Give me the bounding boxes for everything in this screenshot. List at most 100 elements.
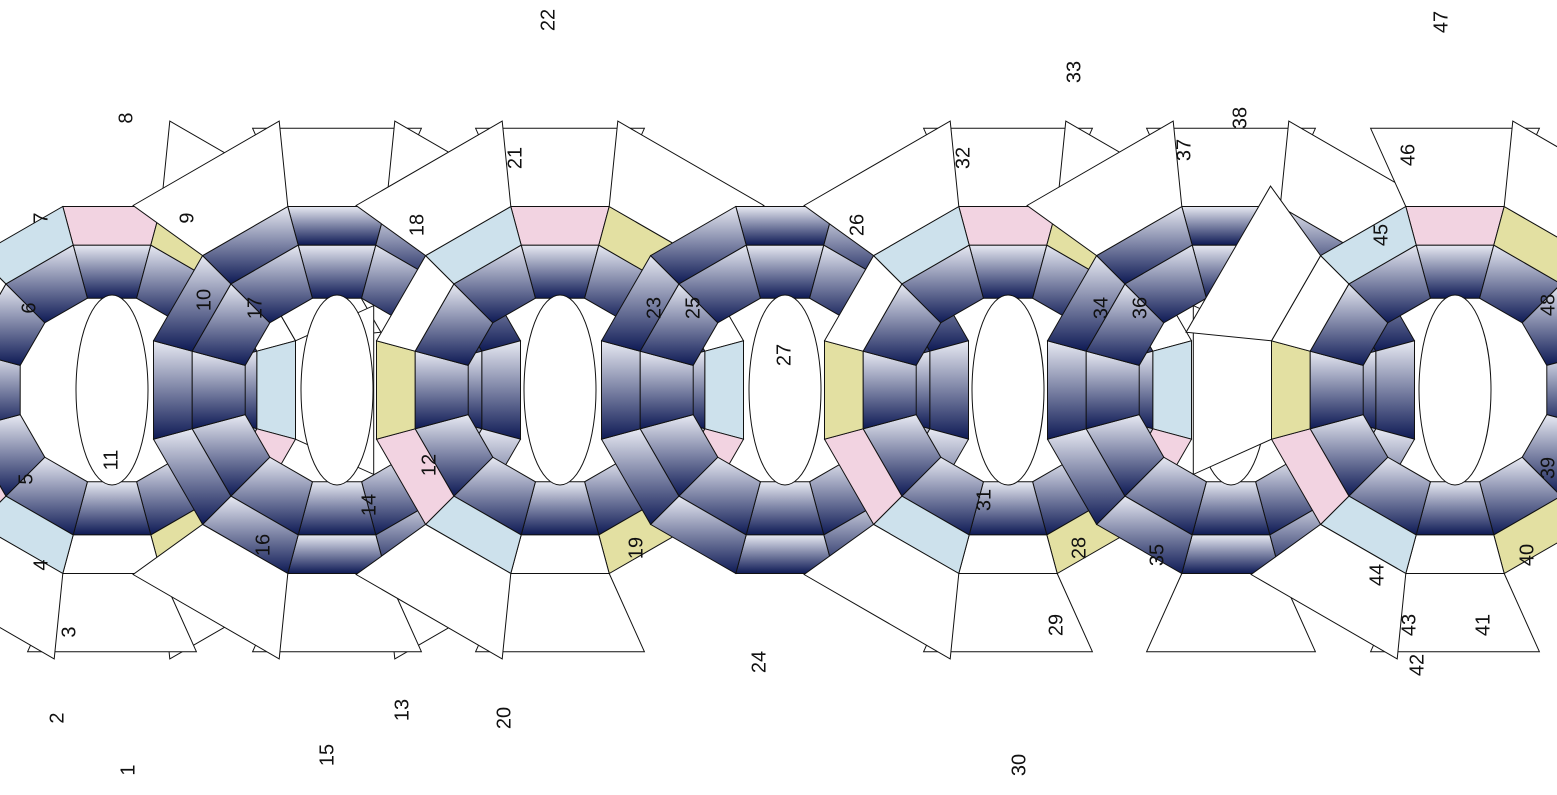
panel-number-19: 19 — [625, 537, 647, 559]
panel-number-33: 33 — [1063, 61, 1085, 83]
glue-tab — [1503, 120, 1557, 238]
outer-panel — [601, 340, 641, 440]
outer-panel — [704, 340, 744, 440]
inner-panel — [0, 414, 46, 497]
panel-number-9: 9 — [176, 212, 198, 223]
center-hole — [75, 294, 149, 486]
panel-number-23: 23 — [643, 297, 665, 319]
glue-tab — [1192, 304, 1272, 476]
glue-tab — [1369, 573, 1541, 653]
panel-number-31: 31 — [973, 489, 995, 511]
center-hole — [748, 294, 822, 486]
outer-panel — [153, 340, 193, 440]
panel-number-17: 17 — [244, 297, 266, 319]
glue-tab — [132, 523, 289, 660]
center-hole — [523, 294, 597, 486]
outer-panel — [958, 534, 1058, 574]
panel-number-46: 46 — [1397, 144, 1419, 166]
glue-tab — [132, 120, 289, 257]
outer-panel — [1271, 340, 1311, 440]
panel-number-47: 47 — [1430, 11, 1452, 33]
panel-number-27: 27 — [773, 344, 795, 366]
outer-panel — [376, 340, 416, 440]
panel-number-13: 13 — [391, 699, 413, 721]
panel-number-5: 5 — [15, 473, 37, 484]
panel-number-14: 14 — [358, 494, 380, 516]
glue-tab — [26, 573, 198, 653]
panel-number-8: 8 — [115, 112, 137, 123]
inner-panel — [1521, 414, 1557, 493]
panel-number-1: 1 — [117, 764, 139, 775]
glue-tab — [251, 573, 423, 653]
center-hole — [971, 294, 1045, 486]
outer-panel — [929, 340, 969, 440]
panel-number-35: 35 — [1146, 544, 1168, 566]
center-hole — [1418, 294, 1492, 486]
panel-number-21: 21 — [504, 147, 526, 169]
outer-panel — [510, 206, 610, 246]
panel-number-22: 22 — [537, 9, 559, 31]
panel-number-18: 18 — [406, 214, 428, 236]
panel-number-43: 43 — [1398, 614, 1420, 636]
outer-panel — [0, 205, 74, 285]
glue-tab — [0, 536, 64, 660]
glue-tab — [355, 523, 512, 660]
panel-number-34: 34 — [1090, 297, 1112, 319]
panel-number-6: 6 — [18, 302, 40, 313]
inner-panel — [1479, 244, 1557, 324]
panel-number-11: 11 — [100, 450, 122, 471]
panel-number-37: 37 — [1173, 139, 1195, 161]
outer-panel — [481, 340, 521, 440]
outer-panel — [649, 205, 747, 285]
glue-tab — [1026, 120, 1183, 257]
outer-panel — [1405, 206, 1505, 246]
panel-number-28: 28 — [1068, 537, 1090, 559]
panel-number-24: 24 — [748, 651, 770, 673]
glue-tab — [1369, 127, 1541, 207]
outer-panel — [1319, 205, 1417, 285]
panel-number-29: 29 — [1045, 614, 1067, 636]
outer-panel — [0, 277, 7, 296]
panel-number-20: 20 — [493, 707, 515, 729]
panel-number-39: 39 — [1537, 457, 1557, 479]
outer-panel — [1375, 340, 1415, 440]
folding-unit-3 — [355, 120, 765, 660]
panel-number-3: 3 — [58, 626, 80, 637]
panel-number-38: 38 — [1229, 107, 1251, 129]
outer-panel — [1152, 340, 1192, 440]
panel-number-2: 2 — [46, 712, 68, 723]
panel-number-7: 7 — [30, 212, 52, 223]
outer-panel — [1405, 534, 1505, 574]
glue-tab — [474, 573, 646, 653]
panel-number-25: 25 — [682, 297, 704, 319]
glue-tab — [803, 523, 960, 660]
glue-tab — [1145, 573, 1317, 653]
outer-panel — [510, 534, 610, 574]
outer-panel — [0, 484, 7, 503]
panel-number-4: 4 — [30, 559, 52, 570]
panel-number-36: 36 — [1129, 297, 1151, 319]
glue-tab — [922, 573, 1094, 653]
panel-number-15: 15 — [316, 744, 338, 766]
panel-number-45: 45 — [1370, 224, 1392, 246]
panel-number-32: 32 — [952, 147, 974, 169]
glue-tab — [803, 120, 960, 257]
panel-number-26: 26 — [846, 214, 868, 236]
folding-unit-7 — [1185, 120, 1557, 660]
glue-tab — [1185, 185, 1322, 342]
inner-panel — [1521, 287, 1557, 366]
outer-panel — [1047, 340, 1087, 440]
panel-number-12: 12 — [418, 454, 440, 476]
panel-number-10: 10 — [193, 289, 215, 311]
center-hole — [300, 294, 374, 486]
outer-panel — [1493, 205, 1557, 283]
panel-number-41: 41 — [1472, 614, 1494, 636]
panel-number-48: 48 — [1537, 294, 1557, 316]
outer-panel — [0, 495, 74, 575]
panel-number-30: 30 — [1008, 754, 1030, 776]
panel-number-42: 42 — [1406, 654, 1428, 676]
panel-number-44: 44 — [1366, 564, 1388, 586]
glue-tab — [1250, 523, 1407, 660]
panel-number-16: 16 — [252, 534, 274, 556]
